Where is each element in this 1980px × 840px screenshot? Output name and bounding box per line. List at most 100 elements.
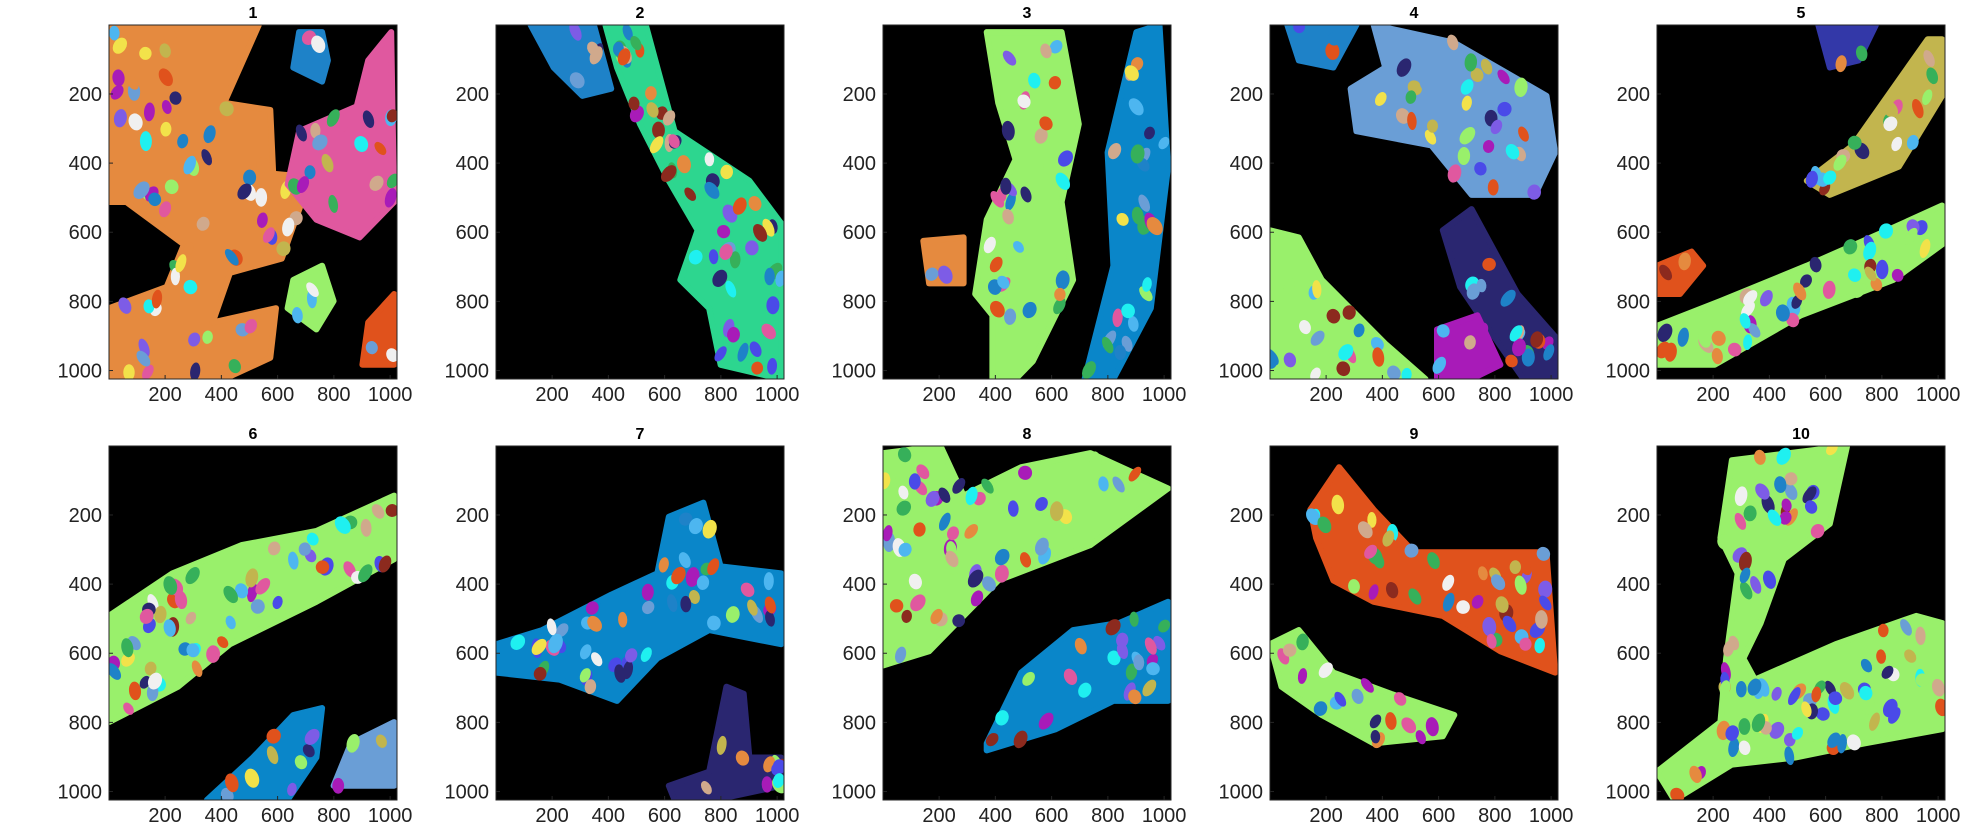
y-tick-label: 1000 [1219, 782, 1264, 804]
nucleus [764, 267, 775, 286]
nucleus [1128, 98, 1144, 116]
y-tick-label: 200 [1230, 505, 1263, 527]
nucleus [1904, 649, 1917, 663]
nucleus [1843, 239, 1858, 255]
nucleus [1312, 280, 1322, 299]
panel-title: 3 [1023, 5, 1032, 22]
y-axis: 200 400 600 800 1000 [445, 84, 500, 383]
axes-frame [882, 24, 1172, 380]
nucleus [994, 564, 1009, 583]
nucleus [1457, 147, 1471, 165]
nucleus [1318, 662, 1333, 678]
nucleus [1447, 164, 1462, 183]
nucleus [688, 590, 700, 604]
nucleus [1491, 574, 1506, 591]
nucleus [183, 279, 198, 295]
nucleus [965, 486, 978, 506]
nucleus [225, 615, 236, 630]
nucleus [725, 606, 740, 623]
nucleus [311, 35, 326, 54]
nucleus [1801, 701, 1812, 718]
nucleus [203, 125, 216, 144]
nucleus [1855, 45, 1868, 62]
nucleus [569, 25, 582, 41]
nucleus [1791, 727, 1804, 740]
panel-title: 10 [1792, 426, 1810, 443]
x-tick-label: 600 [261, 805, 294, 827]
panel-title: 8 [1023, 426, 1032, 443]
nucleus [1382, 530, 1395, 547]
nucleus [1828, 691, 1843, 706]
nucleus [719, 244, 733, 260]
panel-1: 1 200 400 600 800 1000 200 400 600 800 1000 [58, 5, 413, 406]
nucleus [1835, 55, 1847, 73]
nucleus [898, 542, 912, 557]
nucleus [1034, 537, 1049, 556]
nucleus [680, 595, 692, 613]
nucleus [1823, 170, 1837, 185]
nucleus [1804, 726, 1817, 743]
nucleus [1082, 361, 1096, 379]
nucleus [589, 46, 603, 65]
y-tick-label: 200 [69, 84, 102, 106]
nucleus [1063, 668, 1078, 685]
cell-region [1815, 25, 1879, 71]
y-tick-label: 600 [843, 222, 876, 244]
axes-frame [495, 445, 785, 801]
nucleus [223, 585, 238, 604]
x-tick-label: 1000 [1916, 384, 1961, 406]
nucleus [1133, 654, 1145, 671]
nucleus [1022, 301, 1037, 319]
nucleus [1282, 643, 1297, 657]
nucleus [326, 109, 340, 127]
nucleus [740, 582, 755, 597]
nucleus [658, 557, 669, 573]
nucleus [1310, 367, 1321, 379]
nucleus [245, 568, 259, 588]
x-axis: 200 400 600 800 1000 [1696, 375, 1960, 406]
nucleus [1158, 136, 1170, 150]
nucleus [766, 296, 780, 315]
cell-region [1270, 227, 1429, 379]
nucleus [159, 43, 171, 58]
nucleus [1510, 101, 1524, 118]
nucleus [142, 364, 154, 379]
nucleus [1005, 192, 1016, 211]
cell-region [972, 29, 1082, 379]
nucleus [1283, 278, 1295, 294]
nucleus [1689, 765, 1702, 783]
nucleus [228, 359, 241, 374]
nucleus [1130, 144, 1145, 164]
nucleus [143, 102, 155, 122]
nucleus [1000, 177, 1012, 195]
segmentation-image [883, 446, 1171, 754]
nucleus [753, 223, 768, 242]
nucleus [191, 660, 203, 677]
nucleus [177, 133, 189, 149]
nucleus [1370, 336, 1384, 351]
nucleus [362, 110, 375, 128]
nucleus [700, 781, 712, 795]
nucleus [1839, 682, 1855, 700]
nucleus [1401, 367, 1412, 379]
nucleus [947, 526, 959, 541]
nucleus [1002, 50, 1017, 66]
nucleus [1736, 681, 1747, 698]
x-tick-label: 800 [317, 805, 350, 827]
nucleus [1482, 140, 1495, 153]
nucleus [510, 634, 526, 650]
nucleus [645, 86, 657, 101]
nucleus [202, 330, 213, 344]
x-tick-label: 200 [148, 384, 181, 406]
nucleus [1018, 465, 1033, 480]
nucleus [170, 267, 180, 286]
nucleus [1800, 274, 1812, 288]
nucleus [1771, 686, 1782, 701]
cell-region [496, 499, 784, 704]
y-tick-label: 600 [69, 643, 102, 665]
nucleus [1734, 486, 1748, 506]
nucleus [727, 326, 740, 343]
y-tick-label: 600 [843, 643, 876, 665]
nucleus [1739, 567, 1751, 584]
y-axis: 200 400 600 800 1000 [1606, 505, 1661, 804]
